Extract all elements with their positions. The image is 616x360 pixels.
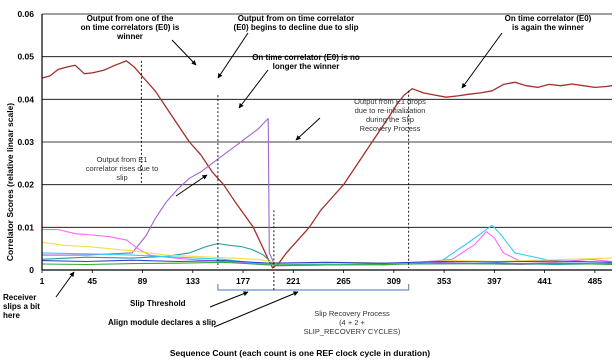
annotation-text: Output from one of the on time correlator… [81, 14, 180, 41]
annotation-line: Output from E1 [97, 155, 148, 164]
annotation-line: On time correlator (E0) [505, 14, 592, 23]
annotation-line: Output from one of the [87, 14, 174, 23]
annotation-line: Output from on time correlator [238, 14, 354, 23]
x-tick-label: 353 [437, 276, 451, 286]
annotation-text: Output from E1 drops due to re-initializa… [354, 97, 426, 133]
annotation-text: Slip Threshold [130, 299, 186, 308]
annotation-line: is again the winner [512, 23, 584, 32]
y-tick-label: 0.03 [17, 137, 34, 147]
annotation-text: On time correlator (E0) is again the winn… [505, 14, 592, 32]
x-tick-label: 397 [487, 276, 501, 286]
annotation-text: Slip Recovery Process (4 + 2 + SLIP_RECOVE… [304, 309, 401, 336]
annotation-arrow [55, 271, 75, 298]
annotation-arrow [238, 69, 269, 109]
annotation-text: Output from E1 correlator rises due to sli… [86, 155, 159, 182]
x-tick-label: 441 [538, 276, 552, 286]
annotation-arrow [209, 291, 249, 308]
annotation-line: On time correlator (E0) is no [252, 53, 360, 62]
annotation-line: Receiver [3, 293, 36, 302]
y-tick-label: 0.06 [17, 9, 34, 19]
annotation-line: here [3, 311, 20, 320]
series-line [41, 241, 613, 265]
y-tick-label: 0.04 [17, 94, 34, 104]
annotation-line: winner [116, 32, 143, 41]
x-tick-label: 177 [236, 276, 250, 286]
x-tick-label: 309 [387, 276, 401, 286]
axes: 0 0.01 0.02 0.03 0.04 0.05 0.06 1 45 89 133 177 221 2… [17, 9, 612, 286]
annotation-arrow [171, 39, 197, 66]
annotation-line: on time correlators (E0) is [81, 23, 180, 32]
annotation-line: (E0) begins to decline due to slip [234, 23, 359, 32]
annotation-line: Align module declares a slip [108, 318, 216, 327]
annotation-line: longer the winner [273, 62, 340, 71]
annotation-text: Output from on time correlator (E0) begin… [234, 14, 359, 32]
series-line [41, 261, 613, 266]
annotation-arrow [175, 174, 208, 197]
x-tick-label: 89 [138, 276, 148, 286]
x-tick-label: 221 [286, 276, 300, 286]
x-tick-label: 133 [186, 276, 200, 286]
annotation-line: slips a bit [3, 302, 40, 311]
annotations: Output from one of the on time correlator… [3, 14, 592, 336]
y-tick-label: 0.02 [17, 180, 34, 190]
x-tick-label: 1 [40, 276, 45, 286]
x-axis-title: Sequence Count (each count is one REF cl… [170, 348, 430, 358]
annotation-arrow [295, 117, 321, 141]
annotation-text: On time correlator (E0) is no longer the … [252, 53, 360, 71]
x-tick-label: 45 [88, 276, 98, 286]
annotation-line: Slip Threshold [130, 299, 186, 308]
slip-recovery-bracket [217, 284, 410, 291]
annotation-line: due to re-initialization [355, 106, 426, 115]
grid-lines [42, 13, 612, 271]
annotation-arrow [461, 32, 503, 89]
series-lines [41, 60, 613, 269]
annotation-arrow [217, 32, 249, 79]
annotation-line: Slip Recovery Process [314, 309, 390, 318]
series-line [41, 60, 613, 269]
annotation-line: SLIP_RECOVERY CYCLES) [304, 327, 401, 336]
annotation-arrow [213, 291, 299, 328]
y-tick-label: 0 [29, 265, 34, 275]
series-line [42, 117, 613, 267]
y-tick-label: 0.05 [17, 52, 34, 62]
annotation-line: during the Slip [366, 115, 414, 124]
annotation-line: slip [116, 173, 127, 182]
annotation-line: Recovery Process [360, 124, 421, 133]
series-line [41, 224, 613, 266]
annotation-text: Receiver slips a bit here [3, 293, 40, 320]
y-tick-label: 0.01 [17, 222, 34, 232]
annotation-line: Output from E1 drops [354, 97, 426, 106]
annotation-line: correlator rises due to [86, 164, 159, 173]
y-axis-title: Correlator Scores (relative linear scale… [5, 103, 15, 261]
series-line [41, 259, 613, 264]
annotation-line: (4 + 2 + [339, 318, 365, 327]
x-tick-label: 265 [336, 276, 350, 286]
annotation-text: Align module declares a slip [108, 318, 216, 327]
x-tick-label: 485 [588, 276, 602, 286]
